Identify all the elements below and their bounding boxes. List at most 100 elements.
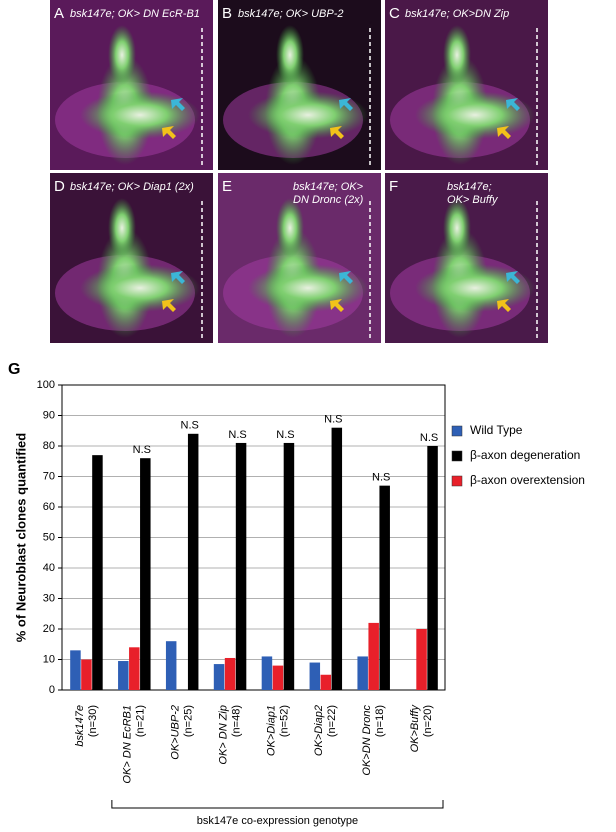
- panel-label: G: [8, 361, 20, 378]
- legend-label: β-axon overextension: [470, 473, 585, 487]
- bar: [416, 629, 427, 690]
- x-tick-label: OK>DN Dronc: [361, 705, 373, 776]
- panel-caption: bsk147e; OK> Diap1 (2x): [70, 181, 194, 193]
- arrowhead: [171, 271, 185, 284]
- significance-label: N.S: [324, 414, 342, 426]
- legend-swatch: [451, 425, 463, 437]
- bar: [70, 650, 81, 690]
- signal: [108, 25, 136, 85]
- arrowhead: [506, 271, 520, 284]
- signal: [443, 25, 471, 85]
- panel-label: B: [222, 5, 232, 22]
- arrowhead: [497, 299, 511, 312]
- y-tick-label: 100: [37, 379, 55, 391]
- y-tick-label: 20: [43, 623, 55, 635]
- panel-label: F: [389, 178, 398, 195]
- panel-caption: bsk147e; OK>DN Zip: [405, 8, 509, 20]
- x-tick-label: OK> DN EcRB1: [122, 705, 134, 784]
- panel-caption: DN Dronc (2x): [293, 194, 364, 206]
- x-tick-count: (n=52): [278, 705, 290, 737]
- arrowhead: [162, 299, 176, 312]
- y-tick-label: 0: [49, 684, 55, 696]
- bar: [283, 442, 295, 690]
- legend-label: Wild Type: [470, 423, 523, 437]
- x-tick-count: (n=21): [135, 705, 147, 737]
- bar: [81, 659, 92, 690]
- y-tick-label: 30: [43, 592, 55, 604]
- x-tick-label: bsk147e: [74, 705, 86, 747]
- x-tick-label: OK> DN Zip: [217, 705, 229, 765]
- significance-label: N.S: [372, 472, 390, 484]
- bar: [118, 661, 129, 690]
- bar: [331, 427, 343, 690]
- y-tick-label: 40: [43, 562, 55, 574]
- x-tick-label: OK>Buffy: [409, 704, 421, 753]
- significance-label: N.S: [228, 429, 246, 441]
- bar: [261, 656, 273, 690]
- arrowhead: [171, 98, 185, 111]
- panel-caption: bsk147e;: [447, 181, 492, 193]
- plot-frame: [61, 384, 446, 691]
- significance-label: N.S: [133, 444, 151, 456]
- significance-label: N.S: [276, 429, 294, 441]
- signal: [276, 25, 304, 85]
- bar: [187, 433, 199, 690]
- y-tick-label: 50: [43, 531, 55, 543]
- bar: [272, 665, 284, 690]
- bar: [320, 674, 332, 690]
- legend-swatch: [451, 450, 463, 462]
- arrowhead: [330, 126, 344, 139]
- bar: [309, 662, 321, 690]
- panel-label: A: [54, 5, 64, 22]
- panel-caption: bsk147e; OK> UBP-2: [238, 8, 343, 20]
- bar: [165, 641, 177, 690]
- x-tick-label: OK>Diap1: [265, 705, 277, 756]
- panel-label: E: [222, 178, 232, 195]
- arrowhead: [506, 98, 520, 111]
- bar: [235, 442, 247, 690]
- panel-label: C: [389, 5, 400, 22]
- legend-swatch: [451, 475, 463, 487]
- panel-label: D: [54, 178, 65, 195]
- x-tick-count: (n=48): [230, 705, 242, 737]
- bar: [427, 446, 438, 690]
- y-tick-label: 60: [43, 501, 55, 513]
- signal: [108, 198, 136, 258]
- signal: [443, 198, 471, 258]
- y-axis-label: % of Neuroblast clones quantified: [13, 433, 28, 643]
- bar: [224, 657, 236, 690]
- bar: [140, 458, 151, 690]
- bar-chart: G 0 10 20 30 40 50 60 70 80 90 100 % of Neuroblast c…: [8, 361, 585, 827]
- y-tick-label: 70: [43, 470, 55, 482]
- x-tick-label: OK>Diap2: [313, 705, 325, 756]
- significance-label: N.S: [181, 420, 199, 432]
- significance-label: N.S: [420, 432, 438, 444]
- x-tick-count: (n=18): [374, 705, 386, 737]
- x-tick-count: (n=20): [422, 705, 434, 737]
- panel-caption: OK> Buffy: [447, 194, 499, 206]
- x-tick-label: OK>UBP-2: [170, 705, 182, 760]
- arrowhead: [497, 126, 511, 139]
- y-tick-label: 90: [43, 409, 55, 421]
- y-tick-label: 80: [43, 440, 55, 452]
- bar: [92, 455, 103, 690]
- panel-caption: bsk147e; OK>: [293, 181, 364, 193]
- bar: [129, 647, 140, 690]
- bar: [368, 622, 379, 690]
- arrowhead: [339, 98, 353, 111]
- arrowhead: [339, 271, 353, 284]
- bar: [379, 485, 390, 690]
- x-tick-count: (n=25): [183, 705, 195, 737]
- panel-caption: bsk147e; OK> DN EcR-B1: [70, 8, 200, 20]
- x-tick-count: (n=30): [87, 705, 99, 737]
- bracket: [111, 800, 444, 809]
- x-tick-count: (n=22): [326, 705, 338, 737]
- bar: [213, 664, 225, 690]
